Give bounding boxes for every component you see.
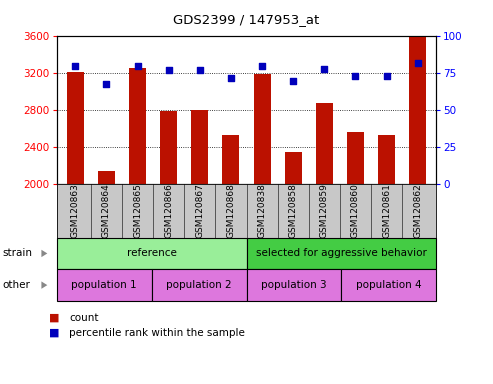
Point [289,78,297,84]
Bar [246,269,341,301]
Text: ■: ■ [49,313,60,323]
Bar [129,68,146,184]
Text: count: count [69,313,99,323]
Bar [57,269,152,301]
Point [71,63,79,69]
Bar [67,71,84,184]
Point [196,68,204,74]
Bar [160,111,177,184]
Bar [57,238,246,269]
Bar [341,269,436,301]
Point [414,60,422,66]
Point [352,73,359,79]
Bar [152,269,246,301]
Text: population 4: population 4 [356,280,422,290]
Point [227,75,235,81]
Text: selected for aggressive behavior: selected for aggressive behavior [256,248,427,258]
Bar [98,171,115,184]
Point [103,81,110,87]
Text: other: other [2,280,31,290]
Bar [253,74,271,184]
Bar [316,103,333,184]
Point [165,68,173,74]
Bar [222,135,240,184]
Text: percentile rank within the sample: percentile rank within the sample [69,328,245,338]
Point [320,66,328,72]
Text: population 3: population 3 [261,280,327,290]
Text: reference: reference [127,248,176,258]
Bar [246,238,436,269]
Text: population 2: population 2 [166,280,232,290]
Point [383,73,390,79]
Bar [191,111,209,184]
Bar [284,152,302,184]
Bar [409,37,426,184]
Text: ■: ■ [49,328,60,338]
Text: population 1: population 1 [71,280,137,290]
Point [134,63,141,69]
Point [258,63,266,69]
Text: GDS2399 / 147953_at: GDS2399 / 147953_at [174,13,319,26]
Text: strain: strain [2,248,33,258]
Bar [347,132,364,184]
Bar [378,135,395,184]
